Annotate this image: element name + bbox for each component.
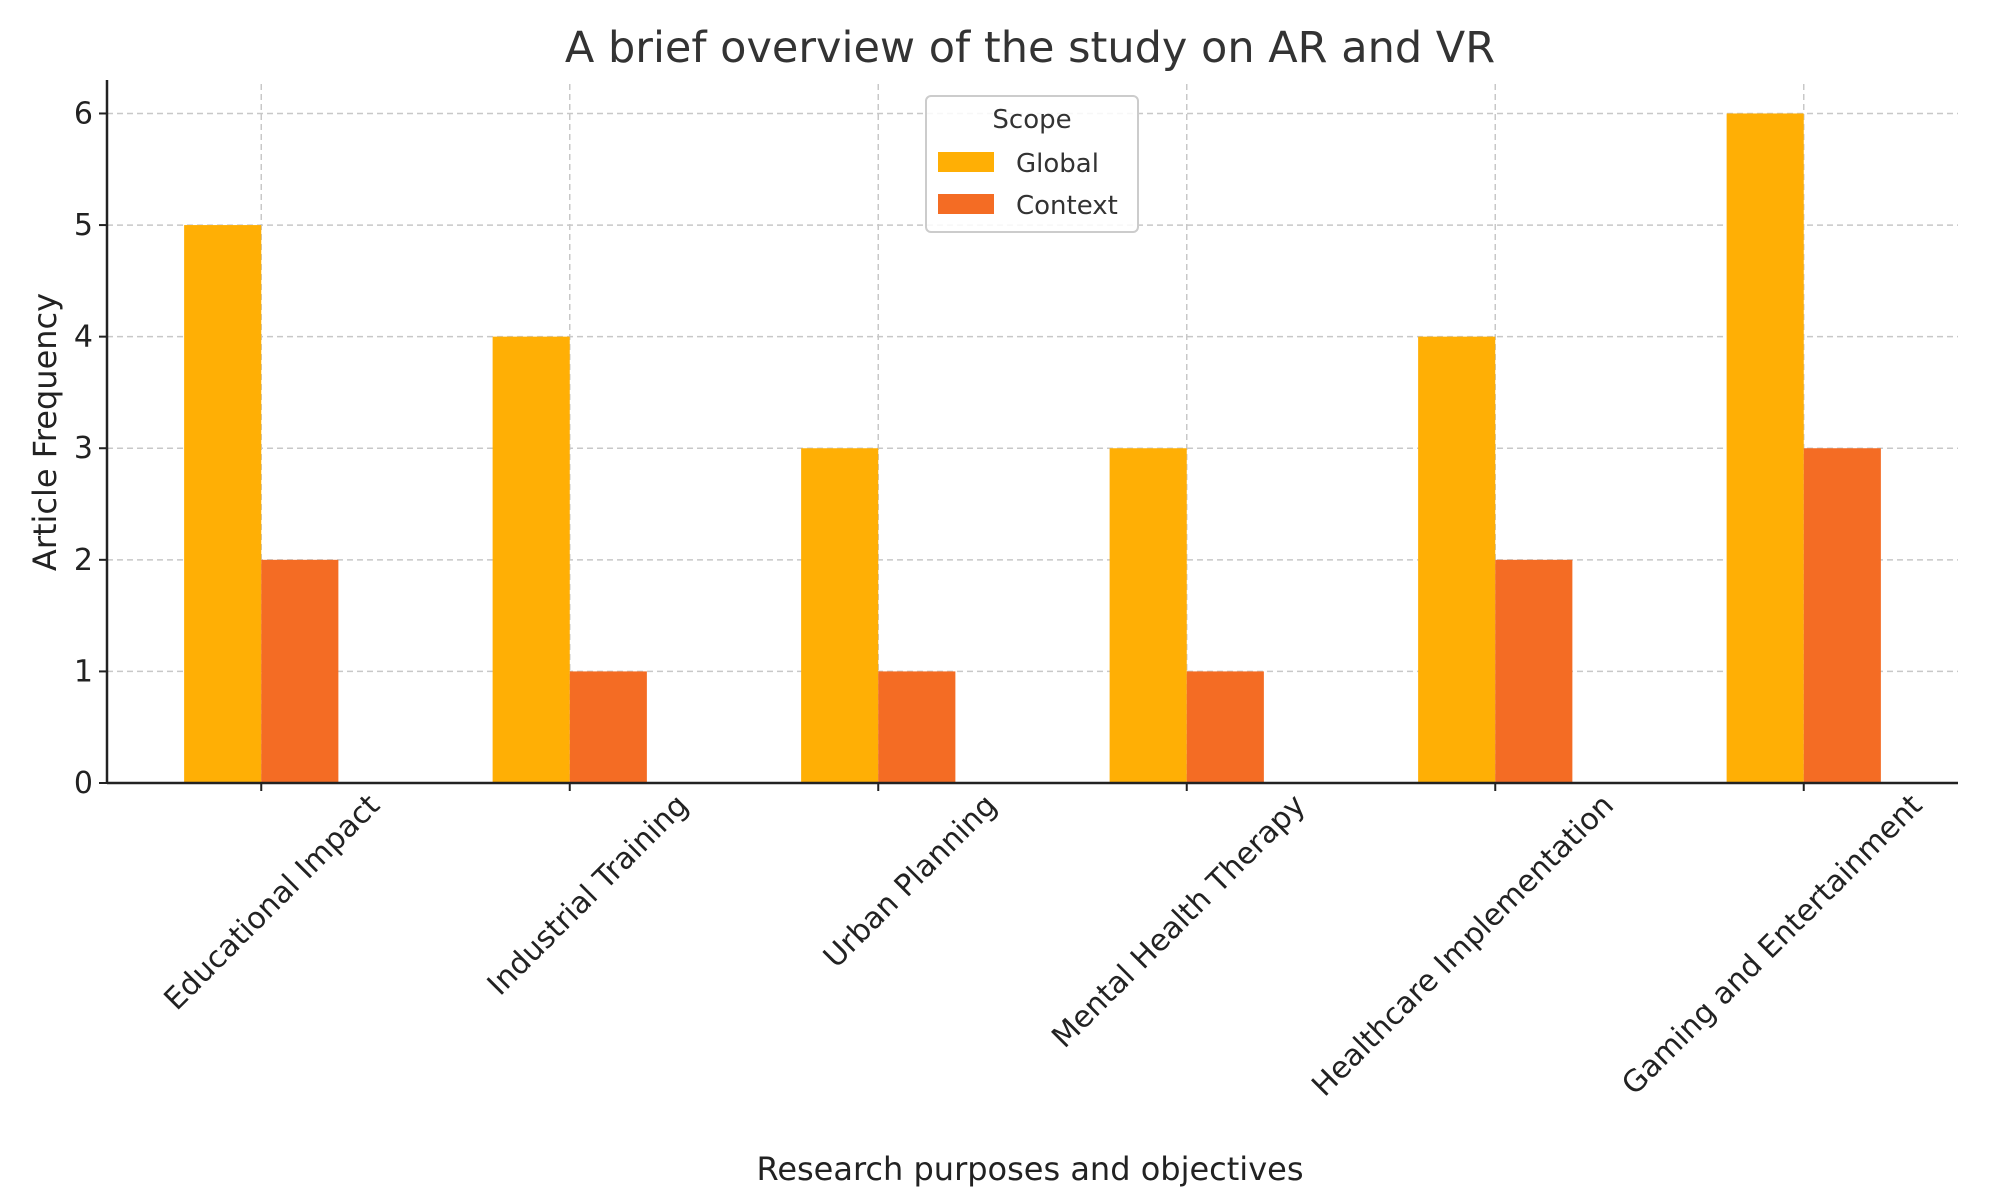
y-tick-label: 4 bbox=[74, 320, 93, 355]
y-tick-label: 1 bbox=[74, 654, 93, 689]
bar-context-healthcare-implementation bbox=[1495, 559, 1573, 783]
bar-global-mental-health-therapy bbox=[1109, 448, 1187, 783]
y-ticks: 0 1 2 3 4 5 6 bbox=[74, 96, 107, 801]
y-tick-label: 5 bbox=[74, 208, 93, 243]
bar-context-gaming-and-entertainment bbox=[1803, 448, 1881, 783]
y-axis-label: Article Frequency bbox=[26, 293, 64, 571]
legend-label-global: Global bbox=[1016, 149, 1099, 179]
legend-title: Scope bbox=[992, 105, 1071, 135]
bar-global-industrial-training bbox=[492, 336, 570, 783]
legend-swatch-global bbox=[938, 152, 994, 172]
bar-context-industrial-training bbox=[569, 671, 647, 783]
bar-context-educational-impact bbox=[261, 559, 339, 783]
bar-context-urban-planning bbox=[878, 671, 956, 783]
y-tick-label: 2 bbox=[74, 543, 93, 578]
axes bbox=[105, 80, 1958, 785]
chart-title: A brief overview of the study on AR and … bbox=[565, 23, 1495, 73]
bar-global-urban-planning bbox=[801, 448, 879, 783]
bars bbox=[184, 113, 1881, 784]
legend-label-context: Context bbox=[1016, 191, 1118, 221]
bar-global-educational-impact bbox=[184, 225, 262, 784]
legend: Scope Global Context bbox=[925, 95, 1139, 233]
y-tick-label: 6 bbox=[74, 96, 93, 131]
bar-context-mental-health-therapy bbox=[1186, 671, 1264, 783]
legend-swatch-context bbox=[938, 194, 994, 214]
bar-global-healthcare-implementation bbox=[1418, 336, 1496, 783]
y-tick-label: 0 bbox=[74, 766, 93, 801]
y-tick-label: 3 bbox=[74, 431, 93, 466]
bar-global-gaming-and-entertainment bbox=[1726, 113, 1804, 783]
x-axis-label: Research purposes and objectives bbox=[757, 1150, 1304, 1188]
